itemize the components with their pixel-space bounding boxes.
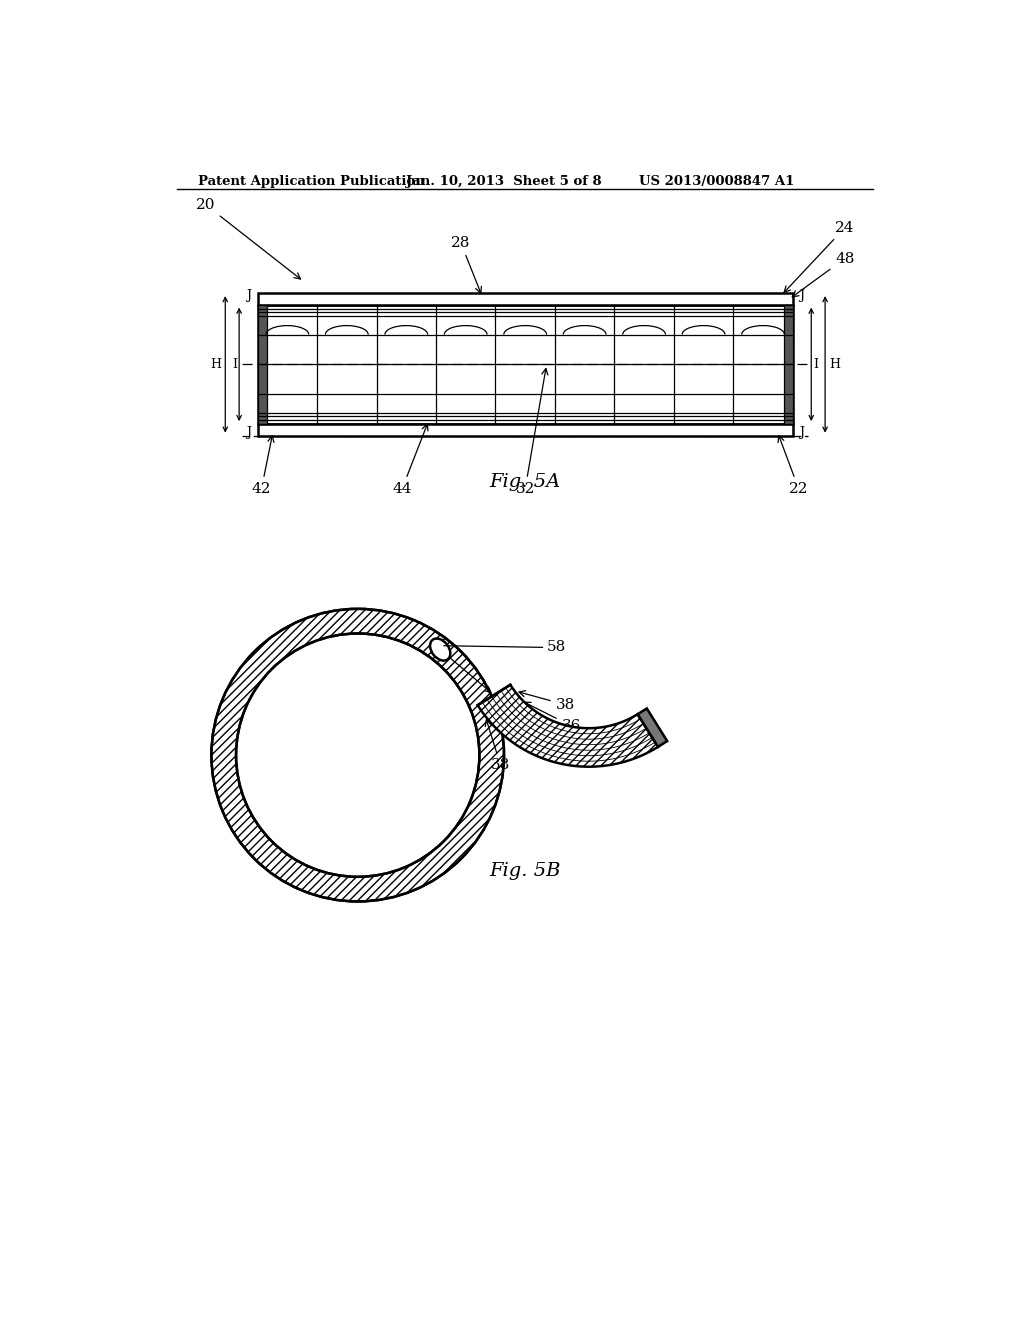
Text: I: I — [231, 358, 237, 371]
Text: 38: 38 — [519, 690, 575, 711]
Text: J: J — [799, 426, 804, 440]
Text: 44: 44 — [392, 424, 428, 496]
Text: H: H — [210, 358, 221, 371]
Text: 24: 24 — [784, 220, 855, 293]
Ellipse shape — [430, 639, 451, 660]
Text: 36: 36 — [524, 702, 581, 733]
Text: Jan. 10, 2013  Sheet 5 of 8: Jan. 10, 2013 Sheet 5 of 8 — [407, 176, 602, 189]
Text: 42: 42 — [252, 436, 274, 496]
Text: 28: 28 — [452, 236, 481, 293]
Text: J: J — [247, 289, 252, 302]
Text: US 2013/0008847 A1: US 2013/0008847 A1 — [639, 176, 795, 189]
Bar — [258, 305, 793, 424]
Bar — [258, 424, 793, 436]
Text: Patent Application Publication: Patent Application Publication — [199, 176, 425, 189]
Text: 38: 38 — [485, 719, 510, 772]
Text: H: H — [829, 358, 840, 371]
Text: 22: 22 — [778, 436, 808, 496]
Bar — [783, 305, 793, 424]
Text: 48: 48 — [793, 252, 854, 297]
Text: 58: 58 — [547, 640, 565, 655]
Bar — [783, 305, 793, 424]
Text: 20: 20 — [196, 198, 300, 279]
Bar — [258, 293, 793, 305]
Bar — [258, 305, 267, 424]
Text: J: J — [247, 426, 252, 440]
Bar — [258, 305, 267, 424]
Text: Fig. 5B: Fig. 5B — [489, 862, 560, 879]
Text: 28: 28 — [598, 729, 656, 748]
Polygon shape — [478, 685, 658, 767]
Text: 32: 32 — [515, 368, 548, 496]
Text: J: J — [799, 289, 804, 302]
Polygon shape — [638, 709, 668, 747]
Text: Fig. 5A: Fig. 5A — [489, 473, 560, 491]
Text: I: I — [813, 358, 818, 371]
